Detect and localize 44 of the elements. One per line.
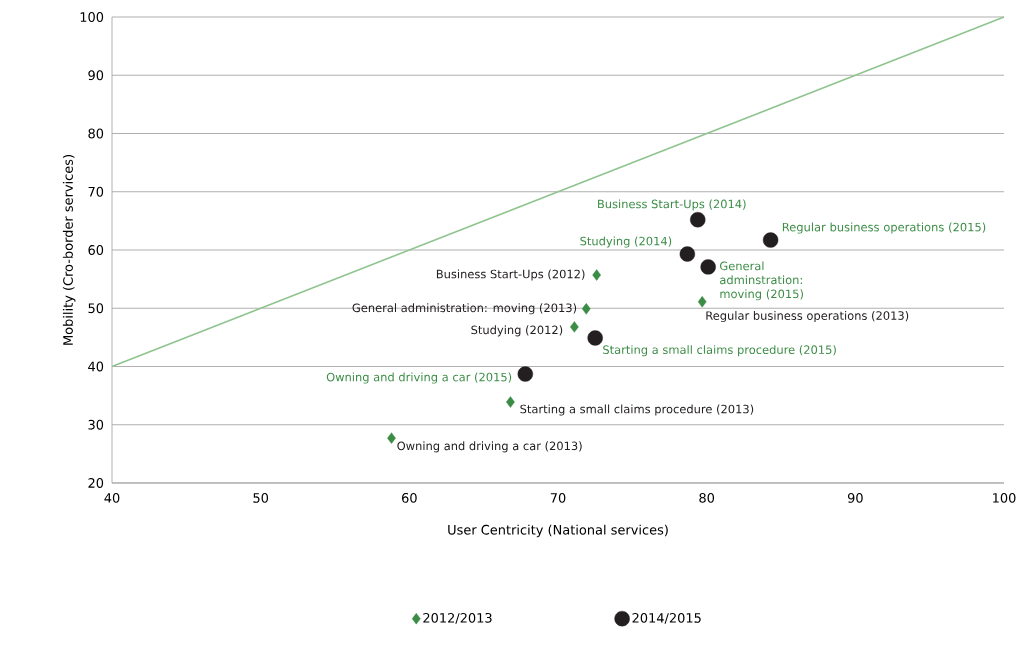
- point: [587, 330, 603, 346]
- y-tick-label: 20: [88, 478, 104, 488]
- annotation: Owning and driving a car (2015): [326, 372, 512, 384]
- annotation: Business Start-Ups (2012): [436, 269, 585, 281]
- y-tick-label: 30: [88, 419, 104, 430]
- x-tick-label: 80: [699, 493, 715, 503]
- x-tick-label: 60: [402, 493, 417, 503]
- annotation: Regular business operations (2015): [782, 222, 986, 234]
- point: [762, 232, 779, 248]
- point: [679, 246, 696, 262]
- y-tick-label: 50: [88, 303, 104, 314]
- point: [697, 296, 707, 308]
- annotation: Starting a small claims procedure (2015): [603, 345, 836, 357]
- point: [690, 212, 706, 228]
- x-axis-title: User Centricity (National services): [448, 524, 668, 538]
- annotation: Owning and driving a car (2013): [397, 441, 582, 453]
- annotation: Regular business operations (2013): [706, 311, 909, 323]
- x-tick-label: 70: [550, 493, 566, 503]
- y-tick-label: 60: [88, 245, 104, 255]
- x-tick-label: 50: [253, 493, 269, 503]
- point: [506, 396, 515, 408]
- y-axis-title: Mobility (Cro-border services): [62, 155, 76, 345]
- annotation: General administration: moving (2013): [352, 303, 577, 315]
- y-tick-label: 80: [88, 128, 104, 139]
- legend-label: 2014/2015: [632, 612, 701, 624]
- x-tick-label: 90: [847, 493, 863, 503]
- point: [592, 269, 601, 281]
- annotation: Studying (2014): [580, 236, 672, 248]
- annotation: Starting a small claims procedure (2013): [520, 404, 754, 416]
- y-tick-label: 40: [88, 361, 104, 372]
- x-tick-label: 100: [993, 493, 1016, 503]
- y-tick-label: 100: [80, 12, 104, 22]
- annotation: General adminstration: moving (2015): [720, 261, 803, 301]
- point: [570, 321, 579, 333]
- legend-label: 2012/2013: [423, 612, 492, 624]
- point: [581, 303, 591, 315]
- annotation: Business Start-Ups (2014): [598, 199, 746, 211]
- point: [700, 259, 716, 275]
- annotation: Studying (2012): [471, 325, 563, 337]
- y-tick-label: 70: [88, 186, 104, 197]
- y-tick-label: 90: [88, 70, 104, 81]
- point: [517, 366, 533, 382]
- x-tick-label: 40: [104, 493, 120, 503]
- point: [387, 432, 396, 444]
